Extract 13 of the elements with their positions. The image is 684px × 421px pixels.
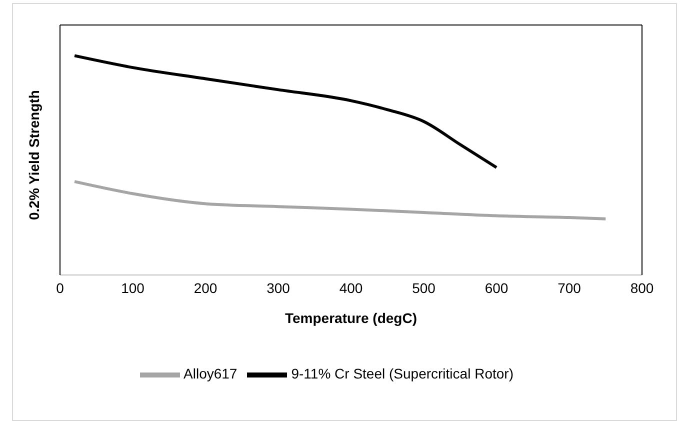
x-tick-label: 100 [121, 280, 145, 296]
x-tick-label: 800 [630, 280, 654, 296]
legend-label: Alloy617 [184, 366, 238, 382]
x-tick-label: 300 [266, 280, 290, 296]
x-tick-label: 700 [558, 280, 582, 296]
x-tick-label: 0 [56, 280, 64, 296]
x-axis-title: Temperature (degC) [285, 310, 417, 326]
x-tick-label: 200 [194, 280, 218, 296]
x-tick-label: 500 [412, 280, 436, 296]
y-axis-title: 0.2% Yield Strength [26, 90, 42, 220]
x-tick-label: 400 [339, 280, 363, 296]
x-tick-label: 600 [484, 280, 508, 296]
legend-label: 9-11% Cr Steel (Supercritical Rotor) [291, 366, 514, 382]
